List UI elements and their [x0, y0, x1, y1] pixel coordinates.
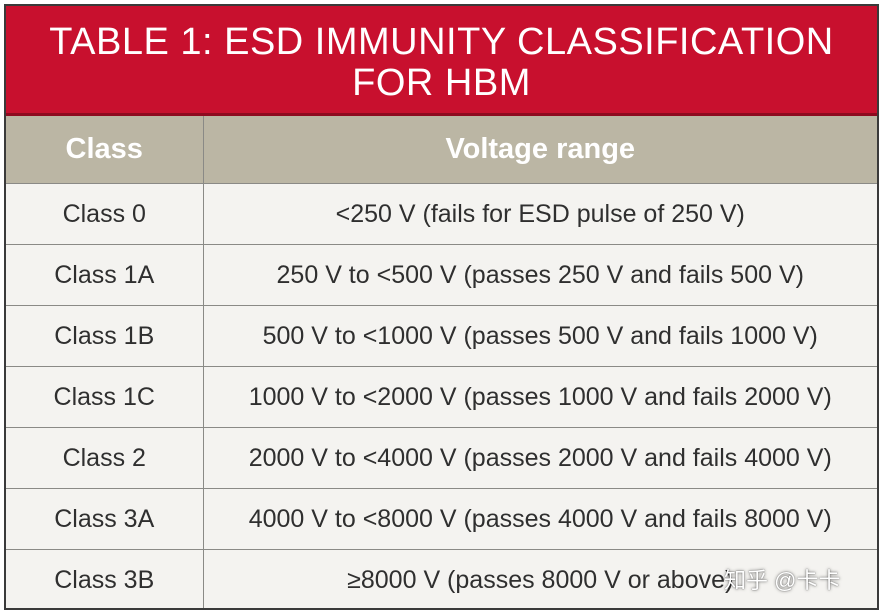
- class-cell: Class 0: [6, 183, 204, 245]
- voltage-range-cell: 250 V to <500 V (passes 250 V and fails …: [203, 244, 877, 306]
- voltage-range-cell: 1000 V to <2000 V (passes 1000 V and fai…: [203, 366, 877, 428]
- voltage-range-cell: 500 V to <1000 V (passes 500 V and fails…: [203, 305, 877, 367]
- voltage-range-cell: 4000 V to <8000 V (passes 4000 V and fai…: [203, 488, 877, 550]
- table-row: Class 1C 1000 V to <2000 V (passes 1000 …: [6, 366, 877, 428]
- class-cell: Class 3A: [6, 488, 204, 550]
- table-row: Class 2 2000 V to <4000 V (passes 2000 V…: [6, 427, 877, 489]
- voltage-range-cell: 2000 V to <4000 V (passes 2000 V and fai…: [203, 427, 877, 489]
- class-cell: Class 1A: [6, 244, 204, 306]
- voltage-range-cell: <250 V (fails for ESD pulse of 250 V): [203, 183, 877, 245]
- table-row: Class 1B 500 V to <1000 V (passes 500 V …: [6, 305, 877, 367]
- table-row: Class 3A 4000 V to <8000 V (passes 4000 …: [6, 488, 877, 550]
- header-class: Class: [6, 116, 204, 184]
- table-title-line-2: FOR HBM: [352, 62, 531, 104]
- esd-classification-table: Class Voltage range Class 0 <250 V (fail…: [6, 116, 877, 608]
- table-row: Class 0 <250 V (fails for ESD pulse of 2…: [6, 183, 877, 245]
- watermark: 知乎 @卡卡: [724, 568, 841, 593]
- class-cell: Class 2: [6, 427, 204, 489]
- table-row: Class 1A 250 V to <500 V (passes 250 V a…: [6, 244, 877, 306]
- class-cell: Class 3B: [6, 549, 204, 608]
- class-cell: Class 1C: [6, 366, 204, 428]
- header-voltage-range: Voltage range: [203, 116, 877, 184]
- table-title-line-1: TABLE 1: ESD IMMUNITY CLASSIFICATION: [49, 21, 834, 63]
- header-row: Class Voltage range: [6, 116, 877, 184]
- table-row: Class 3B ≥8000 V (passes 8000 V or above…: [6, 549, 877, 608]
- table-frame: TABLE 1: ESD IMMUNITY CLASSIFICATION FOR…: [4, 4, 879, 610]
- table-title: TABLE 1: ESD IMMUNITY CLASSIFICATION FOR…: [6, 6, 877, 116]
- class-cell: Class 1B: [6, 305, 204, 367]
- voltage-range-cell: ≥8000 V (passes 8000 V or above): [203, 549, 877, 608]
